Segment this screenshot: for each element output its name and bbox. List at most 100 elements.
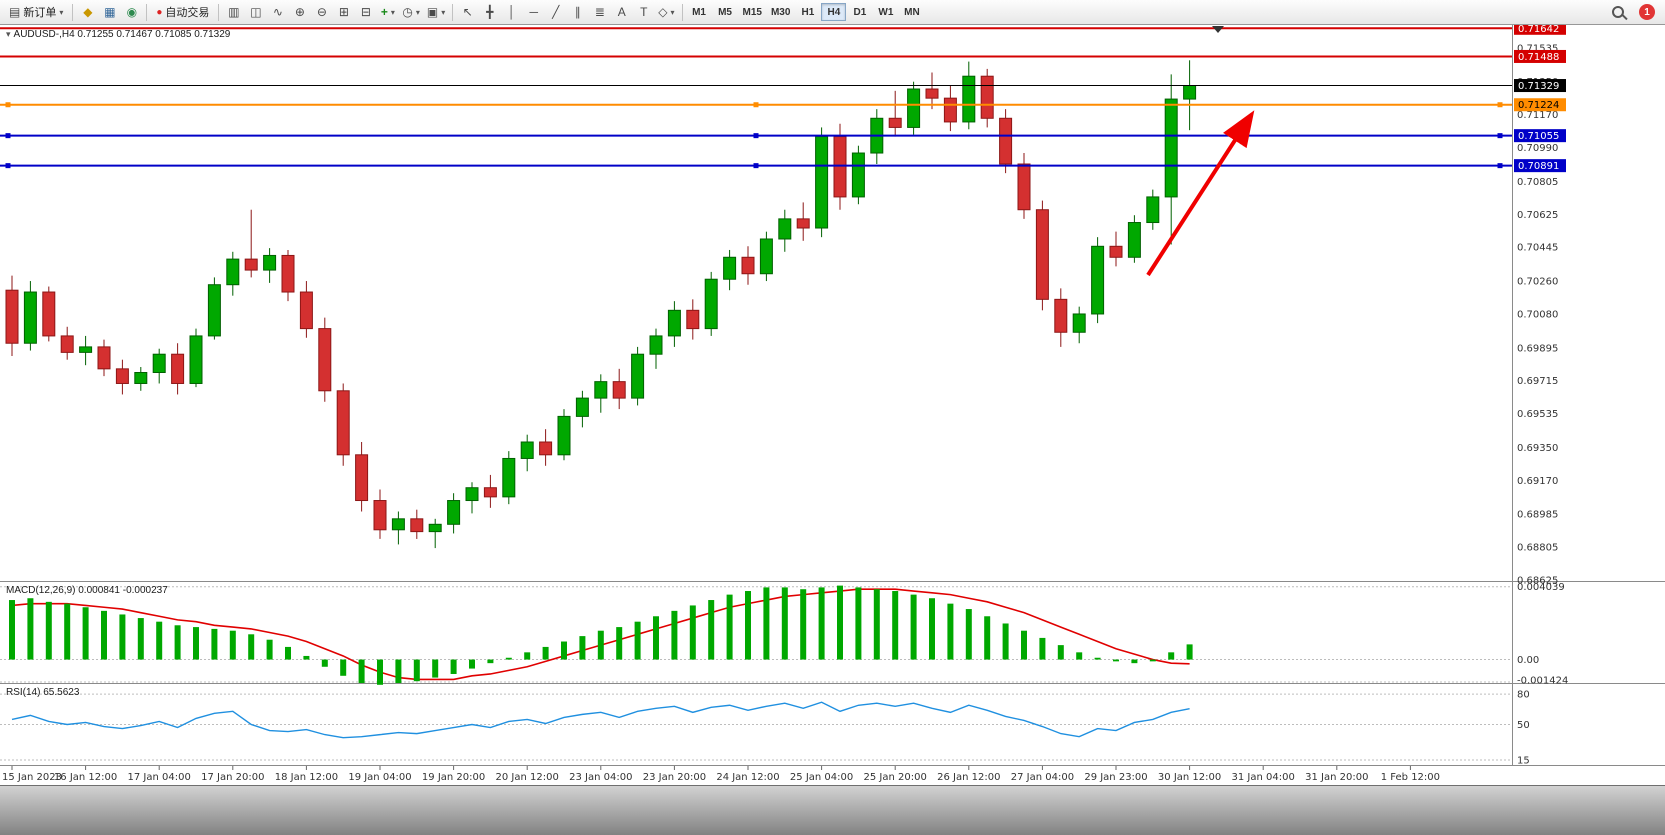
timeframe-h4-button[interactable]: H4 (821, 3, 847, 21)
line-handle[interactable] (1497, 133, 1503, 139)
fibonacci-button[interactable]: ≣ (589, 2, 610, 22)
timeframe-m15-button[interactable]: M15 (739, 3, 766, 21)
price-axis-labels: 0.715350.713500.711700.709900.708050.706… (1517, 43, 1558, 586)
line-handle[interactable] (5, 133, 11, 139)
line-handle[interactable] (753, 133, 759, 139)
auto-trading-button[interactable]: ● 自动交易 (151, 2, 214, 22)
text-label-icon: T (640, 5, 648, 19)
new-order-label: 新订单 (23, 7, 57, 19)
vertical-line-button[interactable]: │ (501, 2, 522, 22)
line-chart-button[interactable]: ∿ (267, 2, 288, 22)
candle-body (226, 258, 240, 286)
periods-button[interactable]: ◷ ▾ (399, 2, 423, 22)
price-line-0.71329[interactable]: 0.71329 (0, 79, 1566, 93)
templates-icon: ▣ (426, 5, 439, 19)
fibonacci-icon: ≣ (594, 5, 605, 19)
price-line-0.71488[interactable]: 0.71488 (0, 49, 1566, 63)
equidistant-channel-button[interactable]: ∥ (567, 2, 588, 22)
auto-trading-label: 自动交易 (165, 7, 210, 19)
time-label: 30 Jan 12:00 (1158, 772, 1221, 783)
candle-body (980, 75, 994, 119)
shapes-button[interactable]: ◇ ▾ (655, 2, 677, 22)
templates-button[interactable]: ▣ ▾ (424, 2, 448, 22)
candle-body (796, 218, 810, 229)
price-line-0.71642[interactable]: 0.71642 (0, 25, 1566, 35)
candle-body (649, 335, 663, 355)
price-line-0.71224[interactable]: 0.71224 (0, 98, 1566, 112)
trend-arrow[interactable] (1146, 110, 1255, 277)
time-label: 16 Jan 12:00 (54, 772, 117, 783)
market-watch-button[interactable]: ◆ (77, 2, 98, 22)
notification-badge[interactable]: 1 (1639, 4, 1655, 20)
zoom-in-button[interactable]: ⊕ (289, 2, 310, 22)
candlestick-chart-icon: ◫ (250, 5, 262, 19)
timeframe-m30-button[interactable]: M30 (767, 3, 794, 21)
trendline-button[interactable]: ╱ (545, 2, 566, 22)
candle-body (925, 88, 939, 99)
line-handle[interactable] (5, 102, 11, 108)
chart-canvas[interactable]: 0.715350.713500.711700.709900.708050.706… (0, 25, 1665, 785)
time-label: 24 Jan 12:00 (716, 772, 779, 783)
chart-shift-marker[interactable] (1212, 26, 1224, 33)
toolbar-separator (681, 3, 683, 21)
time-label: 19 Jan 04:00 (348, 772, 411, 783)
candle-body (888, 117, 902, 128)
text-label-button[interactable]: T (633, 2, 654, 22)
text-button[interactable]: A (611, 2, 632, 22)
caret-down-icon: ▾ (670, 7, 675, 17)
time-label: 23 Jan 04:00 (569, 772, 632, 783)
candle-body (667, 309, 681, 337)
toolbar-separator (146, 3, 148, 21)
line-handle[interactable] (5, 163, 11, 169)
timeframe-w1-button[interactable]: W1 (873, 3, 898, 21)
search-icon[interactable] (1612, 6, 1628, 21)
horizontal-line-button[interactable]: ─ (523, 2, 544, 22)
line-handle[interactable] (1497, 163, 1503, 169)
timeframe-h1-button[interactable]: H1 (795, 3, 820, 21)
candle-body (152, 353, 166, 374)
new-order-icon: ▤ (9, 5, 21, 19)
tile-windows-button[interactable]: ⊟ (355, 2, 376, 22)
candle-body (5, 289, 19, 344)
candle-body (115, 368, 129, 384)
candle-body (612, 381, 626, 399)
candle-body (355, 454, 369, 502)
data-window-button[interactable]: ▦ (99, 2, 120, 22)
rsi-line (11, 701, 1190, 739)
timeframe-d1-button[interactable]: D1 (847, 3, 872, 21)
candle-body (723, 256, 737, 280)
svg-text:0.00: 0.00 (1517, 655, 1539, 666)
candle-body (557, 415, 571, 456)
candlestick-chart-button[interactable]: ◫ (245, 2, 266, 22)
auto-arrange-button[interactable]: ⊞ (333, 2, 354, 22)
cursor-icon: ↖ (462, 5, 473, 19)
auto-arrange-icon: ⊞ (338, 5, 349, 19)
timeframe-mn-button[interactable]: MN (899, 3, 924, 21)
caret-down-icon: ▾ (441, 7, 446, 17)
line-handle[interactable] (1497, 102, 1503, 108)
price-line-0.70891[interactable]: 0.70891 (0, 159, 1566, 173)
toolbar-separator (218, 3, 220, 21)
bar-chart-button[interactable]: ▥ (223, 2, 244, 22)
indicators-icon: + (380, 5, 388, 19)
zoom-out-button[interactable]: ⊖ (311, 2, 332, 22)
price-line-0.71055[interactable]: 0.71055 (0, 129, 1566, 143)
price-tag (1514, 25, 1566, 35)
line-handle[interactable] (753, 102, 759, 108)
timeframe-m1-button[interactable]: M1 (687, 3, 712, 21)
line-handle[interactable] (753, 163, 759, 169)
indicators-button[interactable]: + ▾ (377, 2, 398, 22)
svg-text:0.70080: 0.70080 (1517, 309, 1558, 320)
crosshair-button[interactable]: ╋ (479, 2, 500, 22)
candle-body (447, 500, 461, 525)
navigator-button[interactable]: ◉ (121, 2, 142, 22)
caret-down-icon: ▾ (59, 7, 64, 17)
svg-text:15: 15 (1517, 755, 1530, 766)
time-label: 26 Jan 12:00 (937, 772, 1000, 783)
cursor-button[interactable]: ↖ (457, 2, 478, 22)
svg-text:0.71535: 0.71535 (1517, 43, 1558, 54)
new-order-button[interactable]: ▤ 新订单 ▾ (4, 2, 68, 22)
timeframe-m5-button[interactable]: M5 (713, 3, 738, 21)
crosshair-icon: ╋ (486, 5, 494, 19)
